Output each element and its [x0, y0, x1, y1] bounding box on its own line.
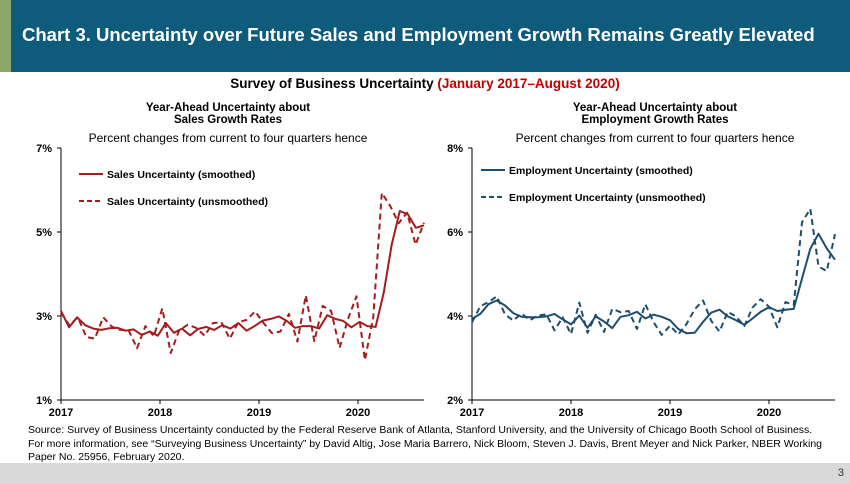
source-note: Source: Survey of Business Uncertainty c… — [28, 424, 823, 463]
subtitle-main: Survey of Business Uncertainty — [230, 76, 438, 91]
sales-y-tick-label: 5% — [36, 227, 52, 239]
sales-panel-title: Year-Ahead Uncertainty about Sales Growt… — [68, 102, 388, 126]
employment-legend-label: Employment Uncertainty (smoothed) — [509, 165, 693, 177]
sales-x-tick-label: 2017 — [49, 407, 73, 419]
employment-series-unsmoothed-line — [471, 207, 836, 336]
sales-series-unsmoothed-line — [60, 191, 425, 362]
employment-y-tick-label: 6% — [447, 227, 463, 239]
employment-panel-title: Year-Ahead Uncertainty about Employment … — [495, 102, 815, 126]
sales-title-line1: Year-Ahead Uncertainty about — [145, 102, 311, 114]
footer-bar — [0, 463, 850, 484]
employment-y-tick-label: 2% — [447, 395, 463, 407]
header-accent-bar — [0, 0, 11, 72]
employment-x-tick-label: 2017 — [460, 407, 484, 419]
sales-legend-label: Sales Uncertainty (unsmoothed) — [107, 196, 268, 208]
employment-panel-unit: Percent changes from current to four qua… — [515, 131, 795, 145]
sales-x-tick-label: 2018 — [148, 407, 172, 419]
sales-x-tick-label: 2019 — [247, 407, 271, 419]
subtitle-range: (January 2017–August 2020) — [437, 76, 620, 91]
employment-x-tick-label: 2019 — [658, 407, 682, 419]
page-title: Chart 3. Uncertainty over Future Sales a… — [22, 24, 815, 45]
sales-panel-unit: Percent changes from current to four qua… — [88, 131, 368, 145]
sales-legend-label: Sales Uncertainty (smoothed) — [107, 169, 255, 181]
employment-y-tick-label: 8% — [447, 143, 463, 155]
sales-x-tick-label: 2020 — [346, 407, 370, 419]
employment-legend-label: Employment Uncertainty (unsmoothed) — [509, 192, 706, 204]
page-number: 3 — [837, 467, 844, 479]
chart-subtitle: Survey of Business Uncertainty (January … — [0, 76, 850, 91]
employment-title-line2: Employment Growth Rates — [581, 114, 729, 126]
sales-title-line2: Sales Growth Rates — [173, 114, 282, 126]
header-bar — [0, 0, 850, 72]
employment-y-tick-label: 4% — [447, 311, 463, 323]
sales-y-tick-label: 1% — [36, 395, 52, 407]
employment-title-line1: Year-Ahead Uncertainty about — [572, 102, 738, 114]
employment-x-tick-label: 2018 — [559, 407, 583, 419]
employment-x-tick-label: 2020 — [757, 407, 781, 419]
sales-y-tick-label: 3% — [36, 311, 52, 323]
employment-series-smoothed-line — [471, 232, 836, 335]
sales-y-tick-label: 7% — [36, 143, 52, 155]
